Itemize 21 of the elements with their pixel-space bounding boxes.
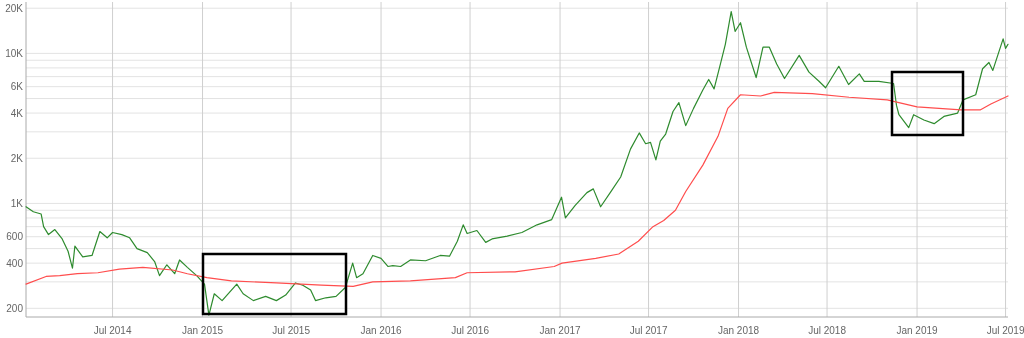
- y-tick-label: 200: [6, 302, 24, 314]
- x-tick-label: Jul 2018: [808, 324, 847, 336]
- y-tick-label: 4K: [10, 107, 24, 119]
- x-tick-label: Jan 2019: [896, 324, 939, 336]
- x-tick-label: Jul 2016: [451, 324, 490, 336]
- x-tick-label: Jan 2015: [181, 324, 224, 336]
- y-tick-label: 400: [6, 257, 24, 269]
- x-tick-label: Jul 2017: [629, 324, 668, 336]
- x-tick-label: Jan 2018: [717, 324, 760, 336]
- x-tick-label: Jan 2017: [539, 324, 582, 336]
- x-tick-label: Jul 2014: [93, 324, 132, 336]
- y-tick-label: 20K: [5, 2, 24, 14]
- y-tick-label: 1K: [10, 197, 24, 209]
- y-tick-label: 600: [6, 231, 24, 243]
- y-tick-label: 2K: [10, 152, 24, 164]
- y-tick-label: 10K: [5, 47, 24, 59]
- y-tick-label: 6K: [10, 81, 24, 93]
- x-tick-label: Jan 2016: [360, 324, 403, 336]
- line-series: [25, 91, 1009, 287]
- x-tick-label: Jul 2015: [272, 324, 311, 336]
- x-tick-label: Jul 2019: [986, 324, 1024, 336]
